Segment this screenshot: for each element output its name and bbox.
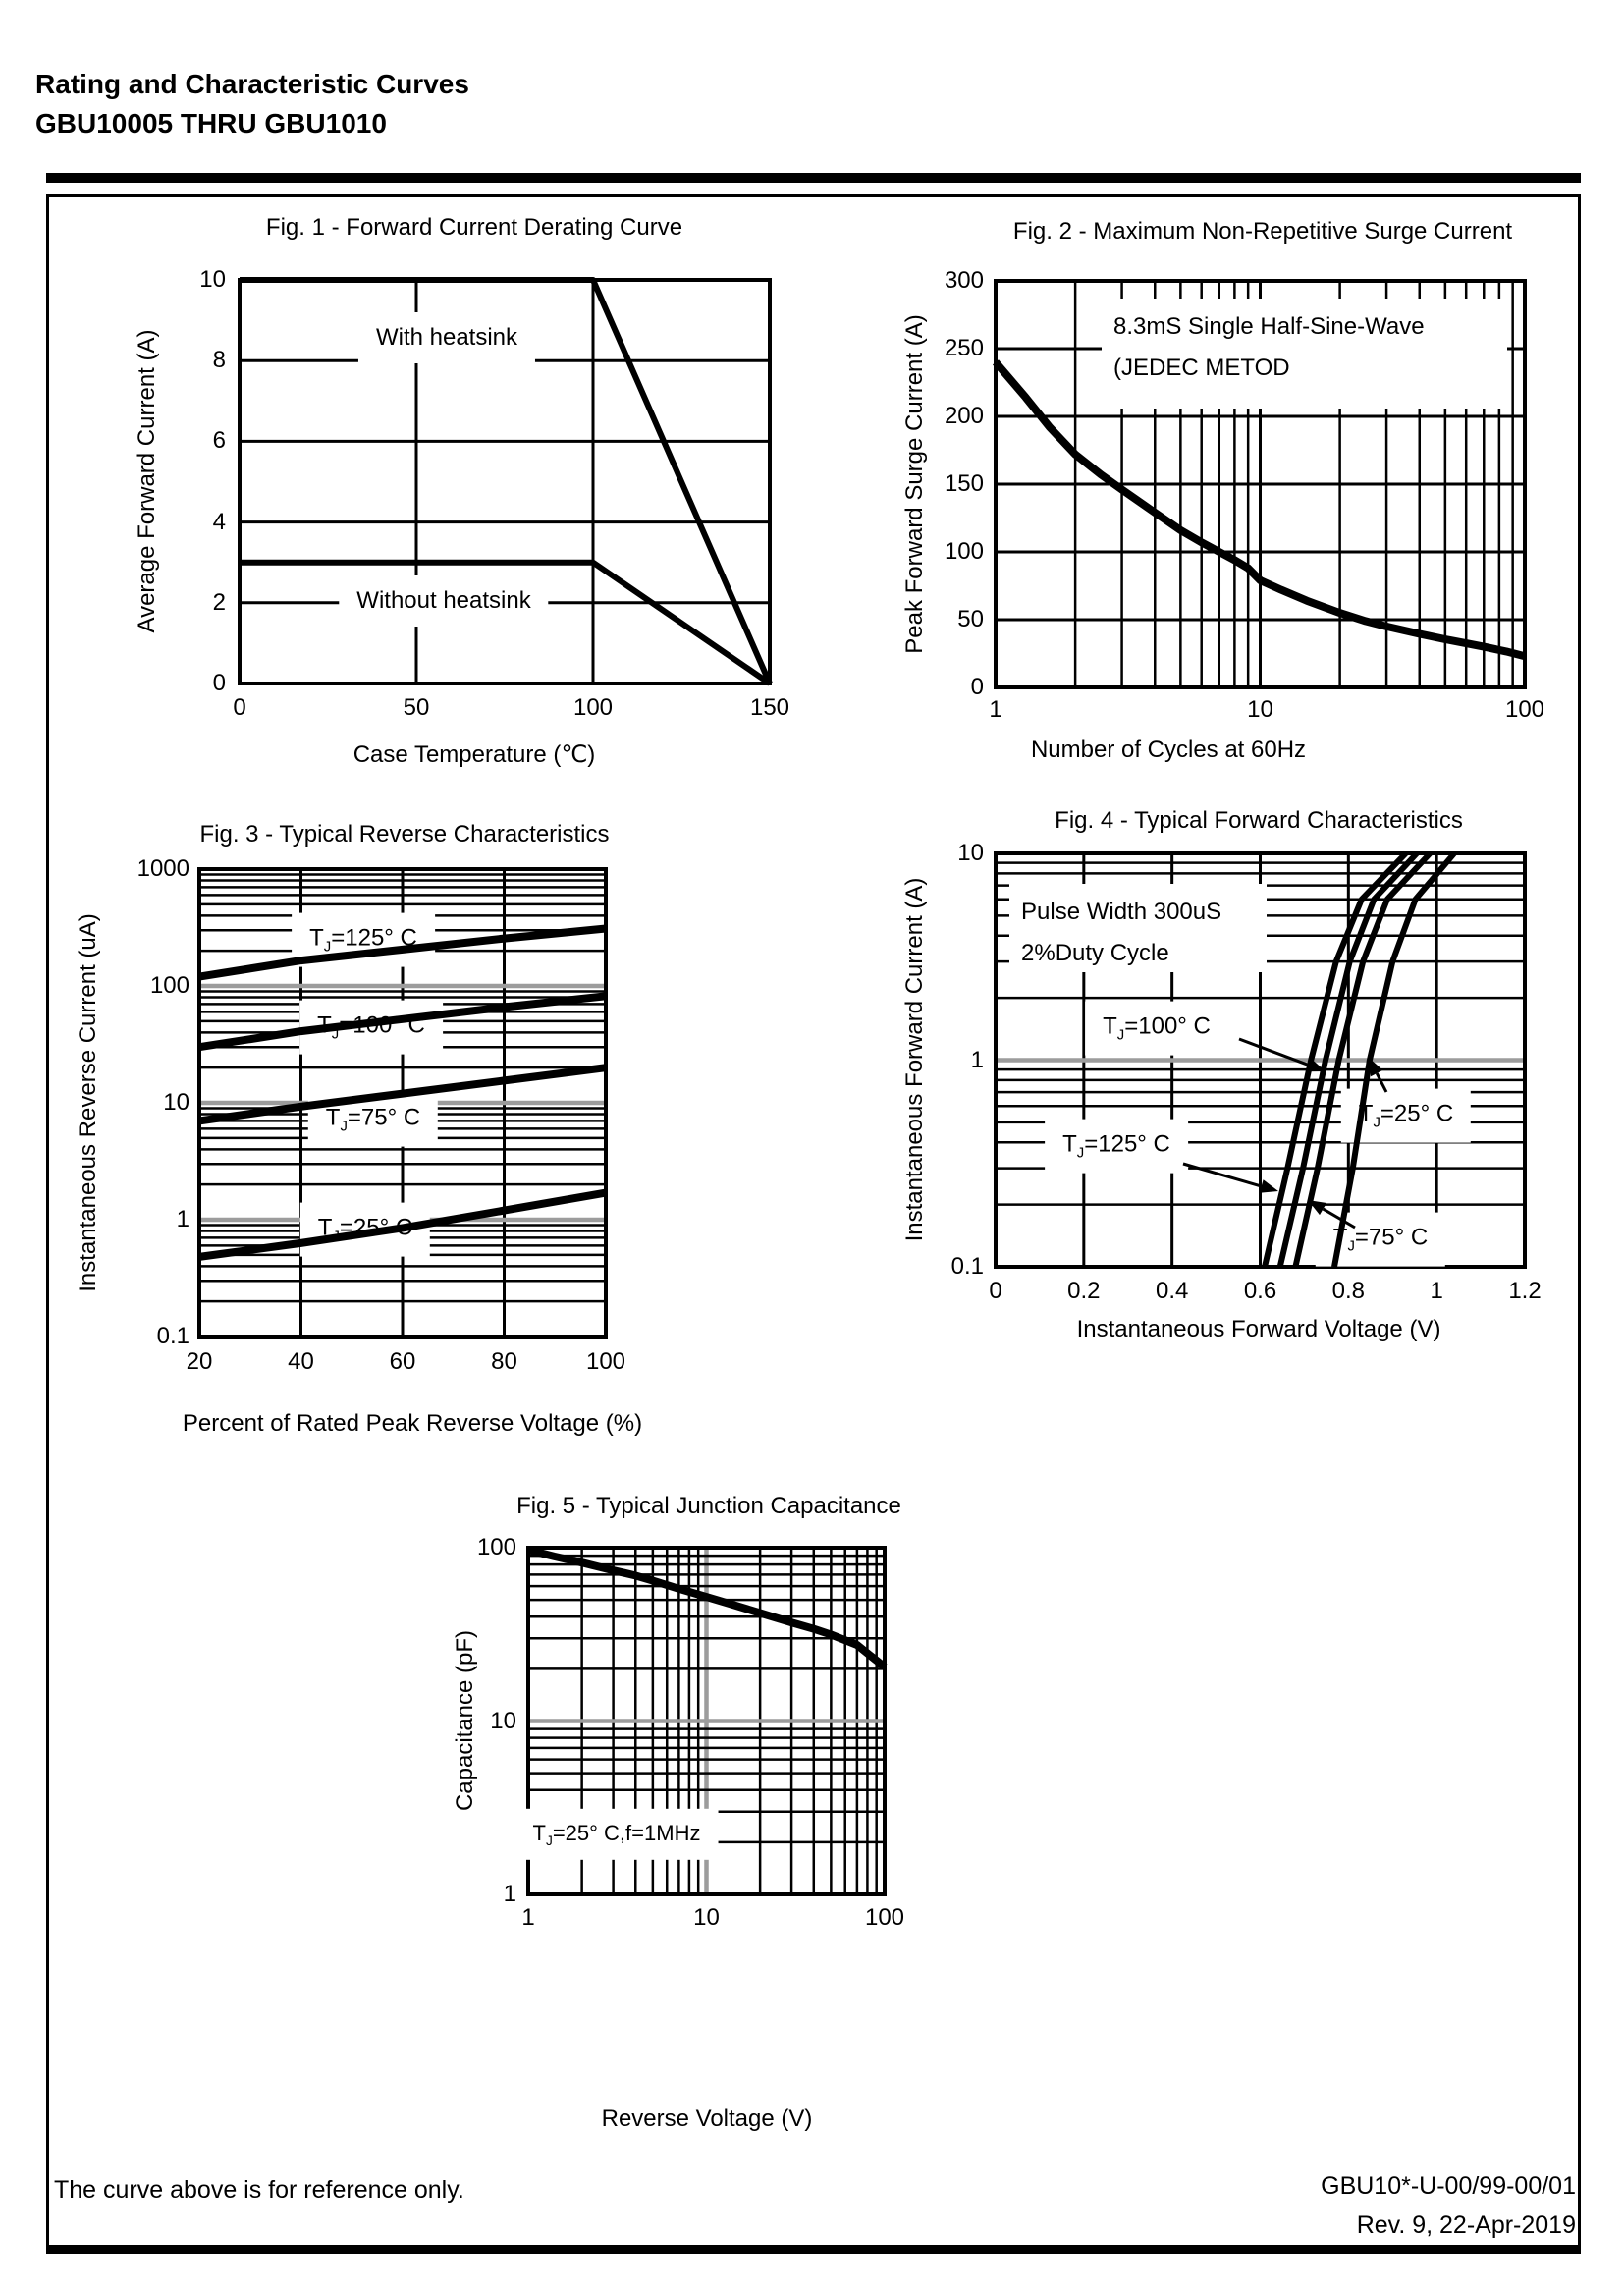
tj-75-label: TJ=75° C <box>307 1092 439 1147</box>
fig1-x-axis-label: Case Temperature (℃) <box>352 741 596 768</box>
tj-100-label: TJ=100° C <box>299 1000 443 1055</box>
fig4-x-axis-label: Instantaneous Forward Voltage (V) <box>1076 1316 1441 1342</box>
tj-100-label: TJ=100° C <box>1085 1001 1228 1056</box>
document-id: GBU10*-U-00/99-00/01 <box>1321 2172 1576 2200</box>
revision-date: Rev. 9, 22-Apr-2019 <box>1356 2212 1576 2239</box>
fig4-x-tick-1.2: 1.2 <box>1508 1278 1542 1304</box>
fig4-plot-border <box>994 851 1527 1269</box>
fig4-x-tick-0.2: 0.2 <box>1067 1278 1101 1304</box>
tj-125-label: TJ=125° C <box>1045 1119 1188 1174</box>
without-heatsink-label: Without heatsink <box>339 575 549 627</box>
tj-25-label: TJ=25° C <box>299 1202 431 1257</box>
fig4-title: Fig. 4 - Typical Forward Characteristics <box>1055 807 1463 834</box>
fig1-x-tick-150: 150 <box>749 694 790 721</box>
fig2-y-tick-100: 100 <box>944 538 984 565</box>
fig2-x-axis-label: Number of Cycles at 60Hz <box>1030 737 1307 763</box>
fig1-x-tick-0: 0 <box>233 694 246 721</box>
content-border-box <box>46 194 1581 2254</box>
fig2-x-tick-1: 1 <box>989 696 1002 723</box>
fig3-x-axis-label: Percent of Rated Peak Reverse Voltage (%… <box>182 1410 643 1437</box>
fig4-x-tick-0: 0 <box>989 1278 1002 1304</box>
fig2-title: Fig. 2 - Maximum Non-Repetitive Surge Cu… <box>1012 218 1513 245</box>
fig3-title: Fig. 3 - Typical Reverse Characteristics <box>199 821 610 847</box>
fig2-y-tick-200: 200 <box>944 403 984 429</box>
with-heatsink-label: With heatsink <box>357 312 536 363</box>
fig4-y-tick-1: 1 <box>970 1046 984 1073</box>
fig3-y-tick-0.1: 0.1 <box>156 1323 189 1349</box>
tj-25-label: TJ=25° C <box>1340 1088 1472 1143</box>
fig4-y-tick-0.1: 0.1 <box>950 1253 984 1280</box>
fig2-y-tick-150: 150 <box>944 470 984 497</box>
fig5-y-tick-100: 100 <box>476 1534 516 1560</box>
fig3-y-tick-1: 1 <box>176 1206 189 1232</box>
tj-25-condition-label: TJ=25° C,f=1MHz <box>514 1808 719 1861</box>
fig3-x-tick-60: 60 <box>389 1348 416 1375</box>
fig3-x-tick-80: 80 <box>491 1348 517 1375</box>
fig3-x-tick-20: 20 <box>186 1348 213 1375</box>
fig1-x-tick-100: 100 <box>572 694 614 721</box>
fig3-y-tick-10: 10 <box>163 1089 189 1116</box>
fig2-y-tick-50: 50 <box>957 606 984 632</box>
fig2-x-tick-10: 10 <box>1247 696 1273 723</box>
fig2-x-tick-100: 100 <box>1504 696 1545 723</box>
fig5-x-tick-100: 100 <box>864 1904 905 1931</box>
fig4-x-tick-0.8: 0.8 <box>1331 1278 1366 1304</box>
fig2-y-tick-0: 0 <box>970 674 984 700</box>
fig5-x-tick-1: 1 <box>521 1904 535 1931</box>
fig1-title: Fig. 1 - Forward Current Derating Curve <box>265 214 683 241</box>
pulse-condition-note: Pulse Width 300uS 2%Duty Cycle <box>1009 884 1267 972</box>
fig1-y-tick-0: 0 <box>212 670 226 696</box>
fig3-y-tick-100: 100 <box>149 972 189 999</box>
page-title: Rating and Characteristic Curves <box>35 69 469 99</box>
fig1-x-tick-50: 50 <box>403 694 430 721</box>
tj-75-label: TJ=75° C <box>1315 1212 1446 1267</box>
tj-125-label: TJ=125° C <box>292 912 435 967</box>
fig4-y-tick-10: 10 <box>957 840 984 866</box>
fig5-x-axis-label: Reverse Voltage (V) <box>601 2105 813 2132</box>
fig2-y-tick-300: 300 <box>944 267 984 294</box>
fig5-title: Fig. 5 - Typical Junction Capacitance <box>516 1493 901 1519</box>
fig3-y-tick-1000: 1000 <box>136 855 189 882</box>
page-header: Rating and Characteristic Curves GBU1000… <box>35 65 469 143</box>
part-range-title: GBU10005 THRU GBU1010 <box>35 108 387 138</box>
fig1-y-tick-8: 8 <box>212 347 226 374</box>
fig1-y-tick-10: 10 <box>199 266 226 293</box>
fig1-y-tick-4: 4 <box>212 508 226 535</box>
fig5-y-tick-1: 1 <box>503 1881 516 1907</box>
fig4-x-tick-0.6: 0.6 <box>1243 1278 1277 1304</box>
fig5-x-tick-10: 10 <box>693 1904 720 1931</box>
fig1-y-tick-6: 6 <box>212 427 226 455</box>
reference-note: The curve above is for reference only. <box>54 2176 464 2204</box>
surge-condition-note: 8.3mS Single Half-Sine-Wave (JEDEC METOD <box>1102 299 1507 409</box>
fig4-x-tick-1: 1 <box>1430 1278 1443 1304</box>
header-rule <box>46 173 1581 183</box>
fig4-x-tick-0.4: 0.4 <box>1155 1278 1189 1304</box>
fig2-y-tick-250: 250 <box>944 335 984 361</box>
fig3-x-tick-100: 100 <box>585 1348 626 1375</box>
fig3-x-tick-40: 40 <box>288 1348 314 1375</box>
fig1-y-tick-2: 2 <box>212 588 226 616</box>
fig5-y-tick-10: 10 <box>490 1707 516 1734</box>
